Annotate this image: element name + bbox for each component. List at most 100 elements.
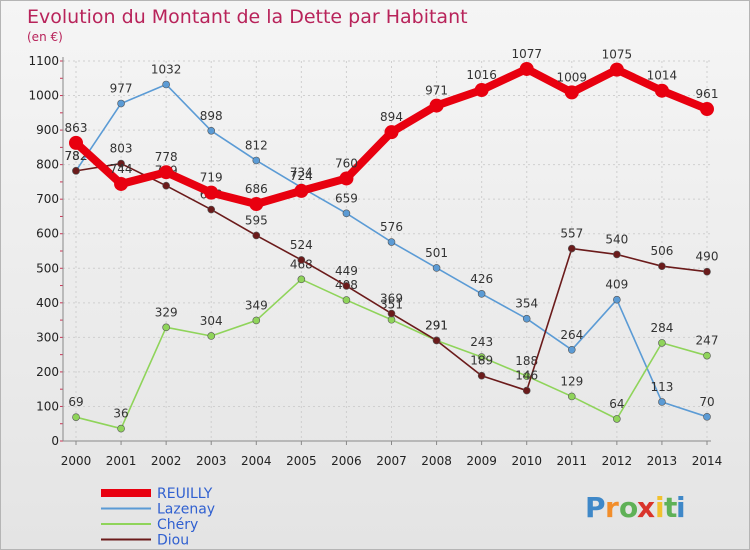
brand-letter: t <box>664 491 677 524</box>
data-label: 1014 <box>647 69 678 83</box>
legend-entry: Lazenay <box>157 502 215 518</box>
data-label: 971 <box>425 84 448 98</box>
data-label: 354 <box>515 297 538 311</box>
data-point <box>162 80 170 89</box>
y-tick-label: 1100 <box>28 54 59 68</box>
data-label: 189 <box>470 354 493 368</box>
y-tick-label: 1000 <box>28 89 59 103</box>
x-tick-label: 2003 <box>196 454 227 468</box>
data-point <box>387 309 396 318</box>
x-tick-label: 2013 <box>647 454 678 468</box>
data-label: 659 <box>335 191 358 205</box>
x-tick-label: 2001 <box>106 454 137 468</box>
data-point <box>207 332 216 340</box>
data-label: 506 <box>650 244 673 258</box>
data-point <box>432 264 441 272</box>
data-label: 501 <box>425 246 448 260</box>
data-point <box>297 275 306 284</box>
data-point <box>658 262 666 271</box>
data-point <box>477 371 486 380</box>
data-point <box>564 85 579 100</box>
data-point <box>117 159 125 168</box>
brand-letter: r <box>605 491 619 524</box>
data-point <box>609 62 624 77</box>
data-point <box>613 250 621 259</box>
data-point <box>703 351 711 360</box>
data-point <box>207 126 216 135</box>
data-label: 1009 <box>557 70 588 84</box>
data-point <box>249 197 264 212</box>
data-point <box>342 282 351 290</box>
legend-entry: REUILLY <box>157 486 213 502</box>
data-point <box>384 125 399 140</box>
data-point <box>429 98 444 113</box>
data-label: 449 <box>335 264 358 278</box>
data-point <box>114 176 129 191</box>
data-point <box>117 99 125 108</box>
data-label: 977 <box>110 81 133 95</box>
data-label: 369 <box>380 292 403 306</box>
data-point <box>567 244 576 253</box>
data-point <box>252 156 261 165</box>
data-point <box>117 424 125 433</box>
y-tick-label: 700 <box>36 192 59 206</box>
data-label: 70 <box>699 395 714 409</box>
data-label: 524 <box>290 238 313 252</box>
y-tick-label: 100 <box>36 399 59 413</box>
data-label: 961 <box>696 87 719 101</box>
data-label: 724 <box>290 169 313 183</box>
data-label: 576 <box>380 220 403 234</box>
data-label: 1077 <box>511 47 542 61</box>
data-point <box>387 238 396 246</box>
data-label: 188 <box>515 354 538 368</box>
y-tick-label: 800 <box>36 158 59 172</box>
data-point <box>567 392 576 401</box>
data-point <box>294 183 309 198</box>
brand-letter: i <box>655 491 665 524</box>
data-label: 409 <box>605 278 628 292</box>
data-label: 744 <box>110 162 133 176</box>
data-label: 1016 <box>466 68 497 82</box>
data-label: 349 <box>245 298 268 312</box>
x-tick-label: 2008 <box>421 454 452 468</box>
data-label: 734 <box>290 165 313 179</box>
data-point <box>658 339 666 347</box>
data-label: 1032 <box>151 62 182 76</box>
data-label: 69 <box>68 395 83 409</box>
x-tick-label: 2005 <box>286 454 317 468</box>
series-chéry: 6936329304349468408351291243188129642842… <box>68 257 718 433</box>
brand-letter: o <box>619 491 638 524</box>
x-tick-label: 2009 <box>466 454 497 468</box>
x-tick-label: 2011 <box>557 454 588 468</box>
data-label: 329 <box>155 305 178 319</box>
x-tick-label: 2014 <box>692 454 723 468</box>
data-point <box>658 398 666 406</box>
series-layer: 7829771032898812734659576501426354264409… <box>65 47 719 433</box>
data-point <box>204 185 219 200</box>
y-tick-label: 300 <box>36 330 59 344</box>
chart-subtitle: (en €) <box>27 30 63 44</box>
data-label: 778 <box>155 150 178 164</box>
x-tick-label: 2012 <box>602 454 633 468</box>
data-point <box>703 413 711 421</box>
data-label: 291 <box>425 318 448 332</box>
data-point <box>207 205 216 214</box>
data-point <box>162 323 170 332</box>
data-label: 557 <box>560 227 583 241</box>
data-label: 284 <box>650 321 673 335</box>
data-label: 894 <box>380 110 403 124</box>
y-tick-label: 500 <box>36 261 59 275</box>
data-point <box>342 296 351 304</box>
data-point <box>519 61 534 76</box>
y-tick-label: 0 <box>51 434 59 448</box>
y-tick-label: 900 <box>36 123 59 137</box>
data-label: 64 <box>609 397 624 411</box>
data-point <box>654 83 669 98</box>
data-label: 540 <box>605 232 628 246</box>
data-point <box>159 165 174 180</box>
data-point <box>703 267 711 276</box>
